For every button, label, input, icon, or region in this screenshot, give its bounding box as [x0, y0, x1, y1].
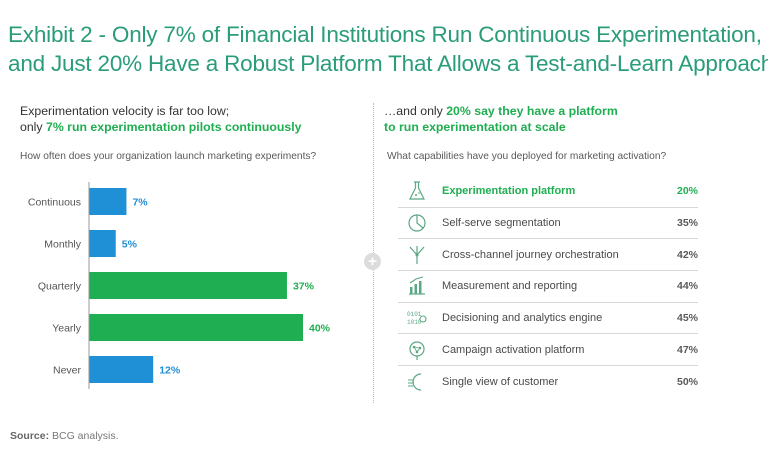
capability-label: Decisioning and analytics engine [442, 312, 603, 325]
growth-chart-icon [398, 275, 436, 297]
exhibit-title-line2: and Just 20% Have a Robust Platform That… [8, 51, 768, 76]
exhibit-title-line1: Exhibit 2 - Only 7% of Financial Institu… [8, 22, 762, 47]
capability-row: Single view of customer 50% [398, 366, 698, 398]
left-question: How often does your organization launch … [20, 151, 317, 162]
capability-row: Campaign activation platform 47% [398, 334, 698, 367]
source-text: BCG analysis. [52, 430, 119, 442]
capability-row: Cross-channel journey orchestration 42% [398, 239, 698, 272]
right-heading-highlight-1: 20% say they have a platform [446, 104, 618, 118]
right-question: What capabilities have you deployed for … [387, 151, 667, 162]
right-heading-plain: …and only [384, 104, 447, 118]
svg-text:0101: 0101 [407, 311, 422, 318]
frequency-bar-chart: Continuous 7% Monthly 5% Quarterly 37% Yearly 4… [28, 182, 331, 389]
left-panel-heading: Experimentation velocity is far too low;… [20, 103, 302, 135]
bar-yearly [89, 314, 303, 341]
capability-row: 0101 1010 Decisioning and analytics engine… [398, 303, 698, 335]
capability-label: Self-serve segmentation [442, 217, 561, 230]
value-label-never: 12% [159, 365, 181, 377]
right-heading-highlight-2: to run experimentation at scale [384, 120, 566, 134]
category-label-quarterly: Quarterly [38, 281, 82, 293]
left-heading-line2: only 7% run experimentation pilots conti… [20, 119, 302, 135]
category-label-never: Never [53, 365, 82, 377]
bar-quarterly [89, 272, 287, 299]
right-heading-line1: …and only 20% say they have a platform [384, 103, 618, 119]
plus-icon: + [364, 253, 381, 270]
capabilities-list: Experimentation platform 20% Self-serve se… [398, 176, 698, 398]
capability-row: Experimentation platform 20% [398, 176, 698, 208]
value-label-continuous: 7% [132, 197, 148, 209]
left-heading-plain: only [20, 120, 46, 134]
svg-text:1010: 1010 [407, 319, 422, 326]
capability-value: 20% [676, 185, 698, 198]
value-label-yearly: 40% [309, 323, 331, 335]
left-heading-highlight: 7% run experimentation pilots continuous… [45, 120, 302, 134]
segments-icon [398, 212, 436, 234]
category-label-continuous: Continuous [28, 197, 81, 209]
capability-value: 42% [676, 248, 698, 261]
binary-data-icon: 0101 1010 [398, 307, 436, 329]
exhibit-title: Exhibit 2 - Only 7% of Financial Institu… [8, 20, 768, 78]
category-label-yearly: Yearly [52, 323, 82, 335]
category-label-monthly: Monthly [44, 239, 82, 251]
capability-row: Self-serve segmentation 35% [398, 208, 698, 240]
bar-continuous [89, 188, 127, 215]
left-heading-line1: Experimentation velocity is far too low; [20, 104, 230, 118]
capability-value: 45% [676, 312, 698, 325]
capability-value: 44% [676, 280, 698, 293]
value-label-monthly: 5% [122, 239, 138, 251]
network-head-icon [398, 339, 436, 361]
bar-monthly [89, 230, 116, 257]
capability-label: Experimentation platform [442, 185, 576, 198]
capability-value: 35% [676, 217, 698, 230]
capability-row: Measurement and reporting 44% [398, 271, 698, 303]
right-panel-heading: …and only 20% say they have a platform t… [384, 103, 618, 135]
capability-value: 47% [676, 343, 698, 356]
source-note: Source: BCG analysis. [10, 430, 119, 442]
capability-label: Cross-channel journey orchestration [442, 248, 619, 261]
bar-never [89, 356, 154, 383]
customer-face-icon [398, 371, 436, 393]
capability-value: 50% [676, 375, 698, 388]
capability-label: Measurement and reporting [442, 280, 578, 293]
value-label-quarterly: 37% [293, 281, 315, 293]
flask-icon [398, 180, 436, 202]
branch-icon [398, 244, 436, 266]
capability-label: Single view of customer [442, 375, 559, 388]
source-label: Source: [10, 430, 50, 442]
capability-label: Campaign activation platform [442, 343, 585, 356]
